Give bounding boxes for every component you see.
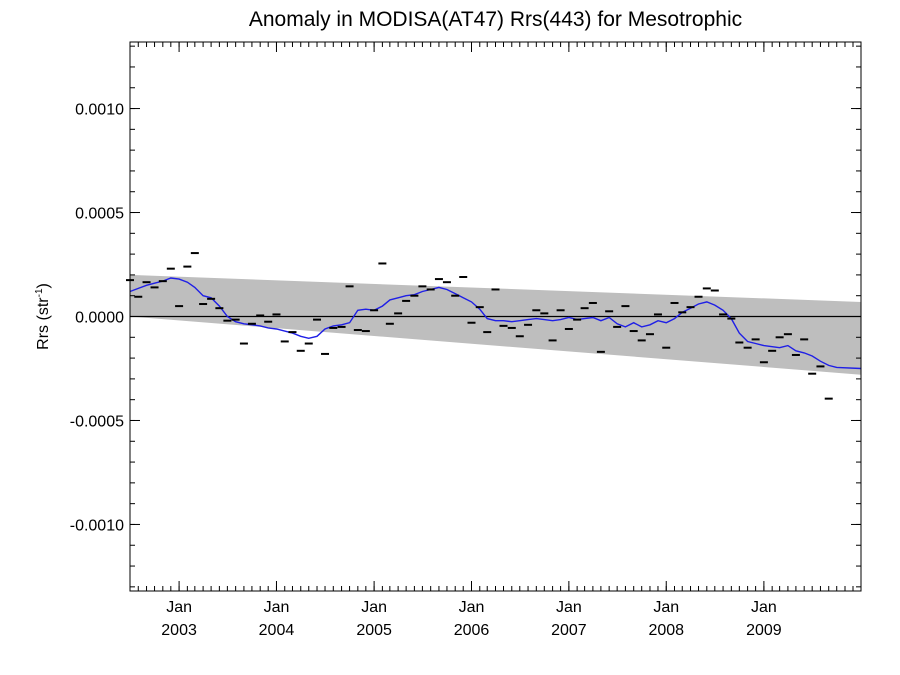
data-points-layer [126, 252, 833, 400]
x-tick-label-month: Jan [166, 599, 192, 616]
x-tick-label-month: Jan [653, 599, 679, 616]
chart-title: Anomaly in MODISA(AT47) Rrs(443) for Mes… [248, 8, 743, 31]
confidence-band-layer [130, 274, 861, 375]
y-axis-label-main: Rrs (str [35, 297, 52, 350]
x-tick-label-month: Jan [751, 599, 777, 616]
y-axis-label-group: Rrs (str-1) [34, 283, 52, 350]
y-tick-label: 0.0010 [75, 102, 124, 119]
x-tick-label-year: 2005 [356, 622, 392, 639]
y-tick-label: -0.0005 [70, 413, 124, 430]
y-axis-label-end: ) [35, 283, 52, 288]
x-tick-label-month: Jan [556, 599, 582, 616]
x-tick-label-year: 2004 [259, 622, 295, 639]
y-tick-label: -0.0010 [70, 517, 124, 534]
x-tick-label-year: 2007 [551, 622, 587, 639]
x-tick-label-year: 2009 [746, 622, 782, 639]
y-axis-label-superscript: -1 [34, 288, 45, 297]
y-tick-label: 0.0000 [75, 310, 124, 327]
x-tick-label-year: 2006 [454, 622, 490, 639]
x-tick-label-year: 2008 [648, 622, 684, 639]
x-tick-label-month: Jan [459, 599, 485, 616]
x-tick-label-month: Jan [361, 599, 387, 616]
axes-layer: 0.0010 0.0005 0.0000 -0.0005 -0.0010 Jan 2003 J… [70, 41, 862, 639]
confidence-band [130, 274, 861, 375]
y-tick-label: 0.0005 [75, 206, 124, 223]
y-axis-label: Rrs (str-1) [34, 283, 52, 350]
x-tick-label-month: Jan [264, 599, 290, 616]
x-tick-label-year: 2003 [161, 622, 197, 639]
